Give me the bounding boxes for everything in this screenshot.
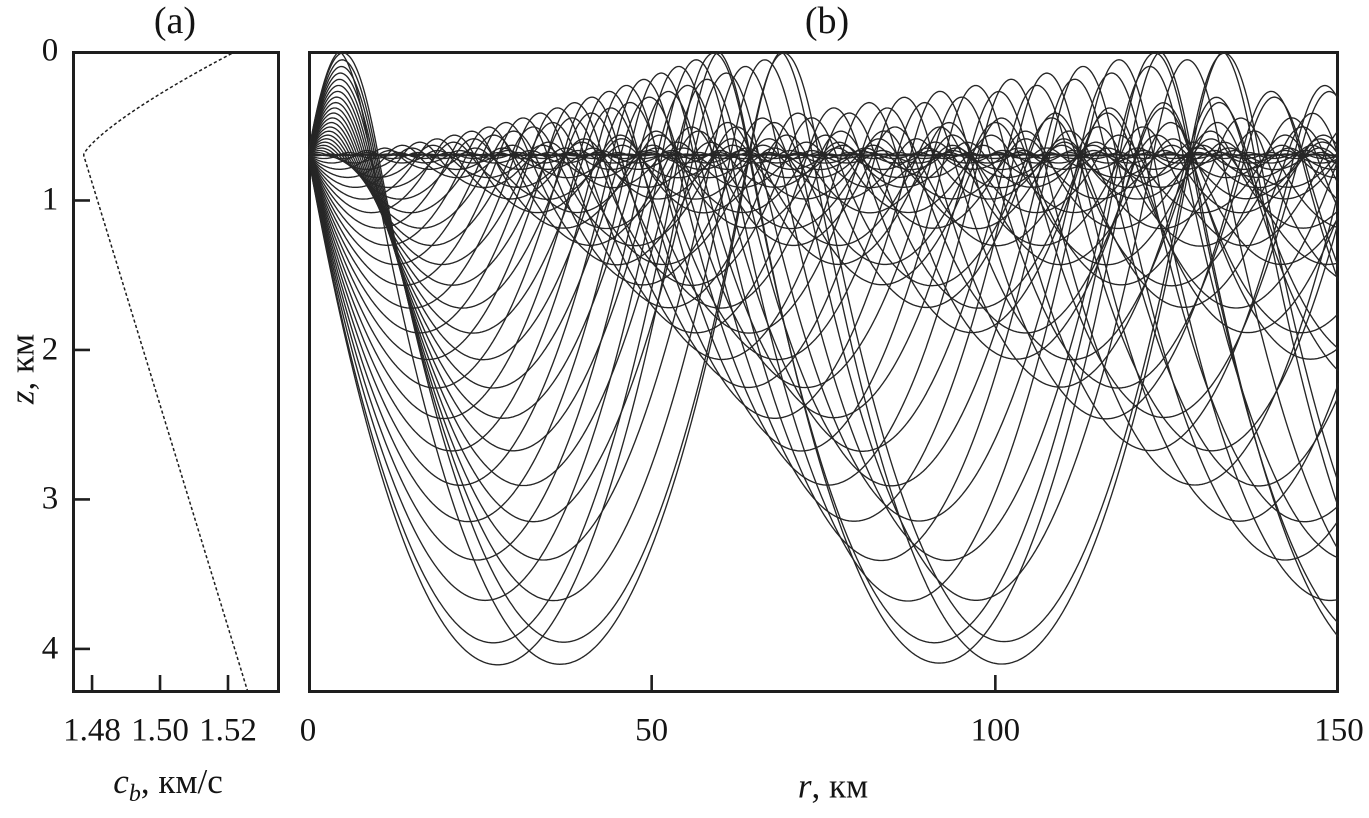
ray-path — [308, 101, 1339, 361]
ray-path — [308, 78, 1339, 486]
ray-path — [308, 138, 1339, 200]
ray-path — [308, 134, 1339, 214]
tick-label: 0 — [299, 712, 317, 749]
ray-path — [308, 107, 1339, 334]
tick-label: 1.50 — [131, 712, 189, 749]
ray-path — [308, 51, 1339, 666]
ray-path — [308, 59, 1339, 602]
tick-label: 3 — [41, 480, 59, 517]
cb-axis-label: cb, км/с — [113, 764, 222, 806]
cb-axis-label-subscript: b — [128, 781, 141, 807]
ray-path — [308, 96, 1339, 389]
ray-path — [308, 84, 1339, 452]
ray-path — [308, 65, 1339, 562]
cb-axis-label-variable: c — [113, 762, 129, 801]
ray-path — [308, 144, 1339, 179]
ray-path — [308, 147, 1339, 171]
r-axis-label-variable: r — [797, 766, 812, 806]
tick-label: 1.48 — [63, 712, 121, 749]
z-axis-label: z, км — [2, 333, 42, 405]
sound-speed-profile-curve — [83, 51, 249, 693]
ray-path — [308, 72, 1339, 523]
ray-path — [308, 112, 1339, 309]
panel-b-title: (b) — [804, 0, 850, 42]
z-axis-label-variable: z — [2, 390, 42, 405]
ray-path — [308, 51, 1339, 665]
ray-path — [308, 90, 1339, 419]
ray-path — [308, 59, 1339, 602]
tick-label: 150 — [1314, 712, 1364, 749]
tick-label: 2 — [41, 331, 59, 368]
ray-path — [308, 96, 1339, 389]
panel-b-border — [308, 51, 1339, 693]
panel-a-border — [72, 51, 280, 693]
ray-path — [308, 84, 1339, 452]
tick-label: 100 — [970, 712, 1021, 749]
tick-label: 1.52 — [199, 712, 257, 749]
panel-a-title: (a) — [153, 0, 197, 42]
tick-label: 0 — [41, 32, 59, 69]
ray-path — [308, 65, 1339, 562]
ray-path — [308, 72, 1339, 523]
r-axis-label-units: , км — [811, 766, 869, 806]
r-axis-label: r, км — [798, 769, 868, 804]
ray-path — [308, 52, 1339, 643]
ray-path — [308, 134, 1339, 214]
panel-b-plot — [308, 51, 1339, 693]
ray-path — [308, 117, 1339, 287]
ray-path — [308, 78, 1339, 487]
ray-path — [308, 117, 1339, 287]
tick-label: 50 — [635, 712, 669, 749]
panel-a-plot — [72, 51, 280, 693]
ray-path — [308, 52, 1339, 644]
cb-axis-label-units: , км/с — [140, 762, 223, 801]
z-axis-label-units: , км — [2, 333, 42, 391]
ray-path — [308, 126, 1339, 247]
tick-label: 4 — [41, 630, 59, 667]
tick-label: 1 — [41, 181, 59, 218]
